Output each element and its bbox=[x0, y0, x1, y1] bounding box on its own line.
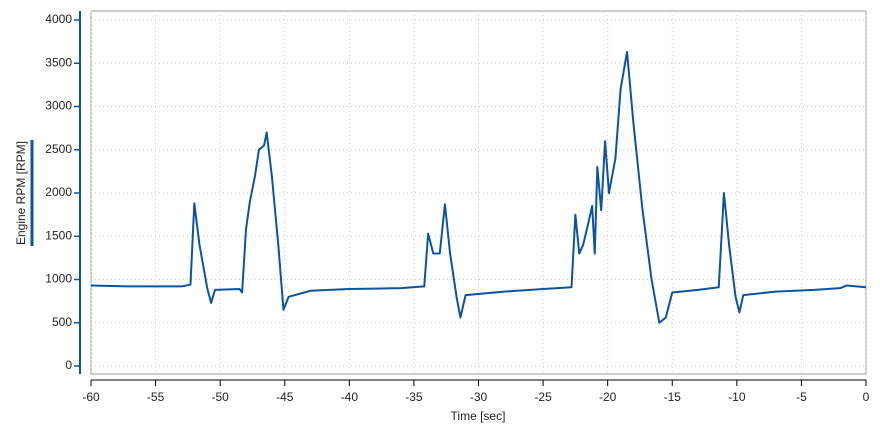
y-tick-label: 4000 bbox=[45, 12, 72, 26]
x-tick-label: -35 bbox=[405, 390, 423, 404]
x-tick-label: -5 bbox=[796, 390, 807, 404]
x-tick-label: -50 bbox=[211, 390, 229, 404]
x-axis-title: Time [sec] bbox=[451, 409, 506, 423]
x-tick-label: -20 bbox=[599, 390, 617, 404]
data-line bbox=[90, 51, 867, 324]
x-tick-label: 0 bbox=[863, 390, 870, 404]
x-tick-label: -45 bbox=[276, 390, 294, 404]
y-tick-label: 500 bbox=[52, 315, 72, 329]
y-axis-title: Engine RPM [RPM] bbox=[14, 141, 28, 245]
y-tick-label: 0 bbox=[65, 358, 72, 372]
y-tick-label: 1500 bbox=[45, 228, 72, 242]
x-tick-label: -15 bbox=[664, 390, 682, 404]
x-tick-label: -30 bbox=[470, 390, 488, 404]
y-tick-label: 2000 bbox=[45, 185, 72, 199]
x-tick-label: -60 bbox=[82, 390, 100, 404]
y-tick-label: 1000 bbox=[45, 272, 72, 286]
y-tick-label: 3500 bbox=[45, 55, 72, 69]
x-tick-label: -10 bbox=[728, 390, 746, 404]
y-tick-label: 2500 bbox=[45, 142, 72, 156]
x-tick-label: -55 bbox=[147, 390, 165, 404]
y-tick-label: 3000 bbox=[45, 99, 72, 113]
x-tick-label: -40 bbox=[341, 390, 359, 404]
x-tick-label: -25 bbox=[534, 390, 552, 404]
